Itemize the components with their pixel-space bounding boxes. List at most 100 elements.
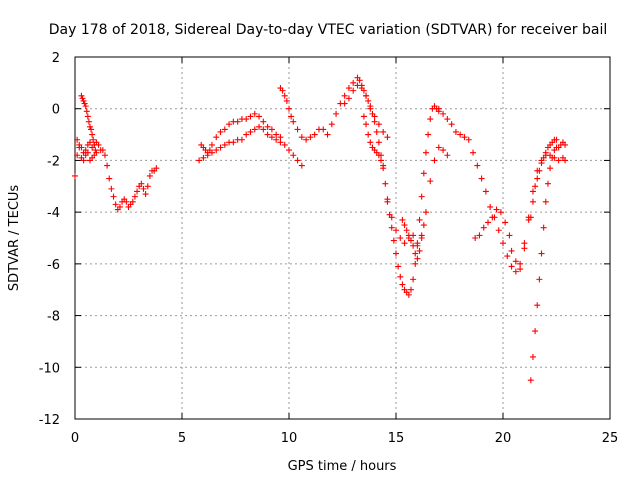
data-point	[90, 136, 97, 143]
data-point	[440, 110, 447, 117]
data-point	[382, 180, 389, 187]
data-point	[534, 302, 541, 309]
data-point	[303, 136, 310, 143]
data-point	[217, 128, 224, 135]
data-point	[116, 203, 123, 210]
data-point	[298, 134, 305, 141]
data-point	[281, 141, 288, 148]
data-point	[238, 136, 245, 143]
data-point	[196, 157, 203, 164]
data-point	[542, 149, 549, 156]
data-point	[247, 128, 254, 135]
data-point	[440, 147, 447, 154]
data-point	[80, 157, 87, 164]
data-point	[264, 123, 271, 130]
data-point	[555, 157, 562, 164]
data-point	[470, 149, 477, 156]
data-point	[485, 219, 492, 226]
x-tick-label: 10	[281, 431, 298, 446]
y-axis-label: SDTVAR / TECUs	[7, 185, 22, 292]
data-point	[123, 198, 130, 205]
data-point	[534, 175, 541, 182]
data-point	[562, 141, 569, 148]
data-point	[221, 141, 228, 148]
data-point	[461, 134, 468, 141]
data-point	[84, 149, 91, 156]
data-point	[72, 172, 78, 179]
data-point	[108, 185, 115, 192]
y-tick-labels: -12 -10 -8 -6 -4 -2 0 2	[39, 51, 60, 428]
data-point	[397, 273, 404, 280]
data-point	[273, 136, 280, 143]
data-point	[425, 131, 432, 138]
data-point	[243, 131, 250, 138]
data-point	[412, 250, 419, 257]
data-point	[418, 193, 425, 200]
data-point	[281, 92, 288, 99]
x-tick-label: 20	[495, 431, 512, 446]
data-point	[410, 276, 417, 283]
data-point	[529, 188, 536, 195]
data-point	[517, 266, 524, 273]
data-point	[536, 167, 543, 174]
data-point	[395, 263, 402, 270]
data-point	[457, 131, 464, 138]
data-point	[99, 147, 106, 154]
data-point	[298, 162, 305, 169]
data-point	[74, 136, 81, 143]
data-point	[476, 232, 483, 239]
x-tick-labels: 0 5 10 15 20 25	[71, 431, 618, 446]
data-point	[512, 258, 519, 265]
data-point	[371, 118, 378, 125]
x-tick-label: 0	[71, 431, 79, 446]
data-point	[393, 227, 399, 234]
data-point	[153, 165, 160, 172]
data-point	[414, 255, 421, 262]
data-point	[538, 160, 545, 167]
data-points	[72, 74, 569, 384]
data-point	[401, 240, 408, 247]
data-point	[91, 141, 98, 148]
data-point	[367, 105, 374, 112]
data-point	[418, 232, 425, 239]
data-point	[497, 209, 504, 216]
data-point	[478, 175, 485, 182]
data-point	[81, 100, 88, 107]
data-point	[279, 87, 286, 94]
data-point	[251, 126, 258, 133]
data-point	[354, 82, 361, 89]
y-tick-label: -2	[47, 154, 60, 169]
data-point	[230, 139, 237, 146]
data-point	[106, 175, 113, 182]
data-point	[350, 79, 357, 86]
data-point	[422, 149, 429, 156]
data-point	[356, 77, 363, 84]
data-point	[399, 216, 406, 223]
data-point	[480, 224, 487, 231]
data-point	[407, 237, 414, 244]
data-point	[444, 116, 451, 123]
data-point	[311, 131, 318, 138]
data-point	[448, 121, 455, 128]
data-point	[80, 97, 87, 104]
data-point	[544, 180, 551, 187]
plot-frame	[74, 56, 611, 420]
data-point	[527, 214, 534, 221]
data-point	[256, 113, 263, 120]
data-point	[251, 110, 258, 117]
data-point	[549, 154, 556, 161]
data-point	[345, 95, 352, 102]
x-axis-label: GPS time / hours	[288, 459, 397, 474]
data-point	[367, 139, 374, 146]
data-point	[243, 116, 250, 123]
data-point	[286, 147, 292, 154]
data-point	[388, 214, 395, 221]
data-point	[547, 165, 554, 172]
data-point	[341, 100, 348, 107]
data-point	[260, 126, 267, 133]
data-point	[213, 134, 220, 141]
data-point	[493, 206, 500, 213]
data-point	[221, 126, 228, 133]
data-point	[247, 113, 254, 120]
data-point	[358, 85, 365, 92]
